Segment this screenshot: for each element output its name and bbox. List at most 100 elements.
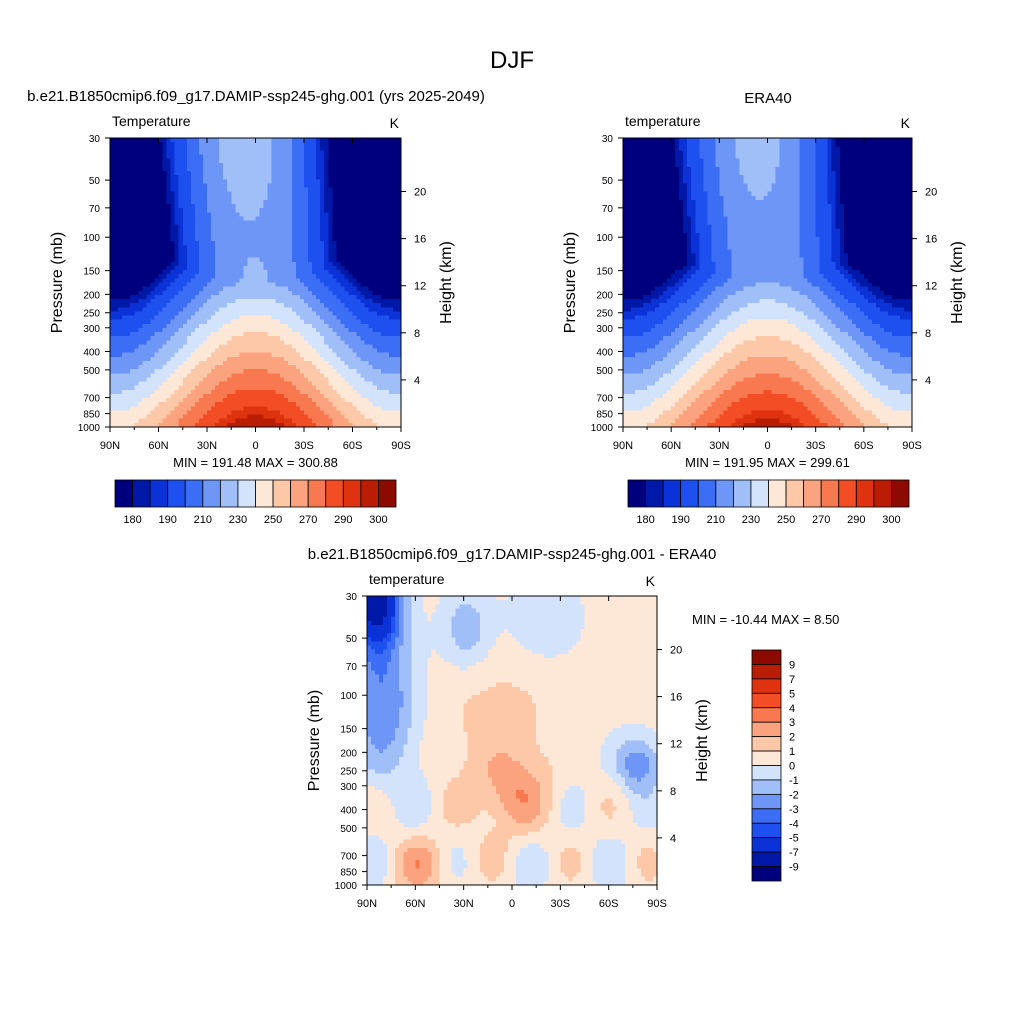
contour-cell bbox=[380, 199, 386, 205]
contour-cell bbox=[243, 166, 249, 172]
contour-cell bbox=[207, 286, 212, 292]
contour-cell bbox=[308, 327, 313, 333]
contour-cell bbox=[211, 166, 216, 172]
contour-cell bbox=[162, 146, 168, 151]
contour-cell bbox=[190, 199, 196, 205]
contour-cell bbox=[154, 332, 160, 337]
contour-cell bbox=[299, 365, 305, 370]
contour-cell bbox=[271, 208, 277, 213]
contour-cell bbox=[388, 257, 394, 263]
contour-cell bbox=[348, 393, 354, 399]
contour-cell bbox=[275, 332, 281, 337]
contour-cell bbox=[146, 166, 152, 172]
contour-cell bbox=[114, 278, 119, 284]
contour-cell bbox=[291, 352, 297, 358]
contour-cell bbox=[304, 356, 309, 362]
contour-cell bbox=[186, 332, 192, 337]
contour-cell bbox=[263, 377, 269, 383]
contour-cell bbox=[295, 150, 301, 156]
contour-cell bbox=[271, 179, 277, 185]
contour-cell bbox=[344, 414, 350, 420]
contour-cell bbox=[275, 179, 281, 185]
contour-cell bbox=[130, 340, 135, 346]
contour-cell bbox=[170, 381, 176, 387]
contour-cell bbox=[142, 241, 147, 246]
contour-cell bbox=[126, 179, 131, 185]
contour-cell bbox=[340, 327, 346, 333]
contour-cell bbox=[215, 212, 220, 218]
contour-cell bbox=[227, 274, 232, 279]
contour-cell bbox=[324, 166, 329, 172]
contour-cell bbox=[142, 216, 147, 222]
contour-cell bbox=[287, 373, 293, 379]
contour-cell bbox=[227, 369, 232, 374]
contour-cell bbox=[287, 323, 293, 329]
contour-cell bbox=[142, 232, 147, 238]
contour-cell bbox=[287, 385, 293, 391]
contour-cell bbox=[287, 389, 293, 395]
contour-cell bbox=[251, 187, 257, 193]
contour-cell bbox=[166, 282, 172, 288]
contour-cell bbox=[291, 303, 297, 308]
contour-cell bbox=[190, 294, 196, 300]
contour-cell bbox=[239, 344, 244, 350]
contour-cell bbox=[275, 241, 281, 246]
contour-cell bbox=[320, 278, 325, 284]
contour-cell bbox=[142, 183, 147, 189]
contour-cell bbox=[194, 158, 200, 164]
contour-cell bbox=[344, 360, 350, 366]
contour-cell bbox=[231, 340, 236, 346]
contour-cell bbox=[328, 220, 333, 226]
contour-cell bbox=[332, 183, 337, 189]
contour-cell bbox=[219, 327, 224, 333]
contour-cell bbox=[126, 138, 131, 143]
contour-cell bbox=[202, 344, 208, 350]
contour-cell bbox=[211, 311, 216, 317]
contour-cell bbox=[194, 323, 200, 329]
contour-cell bbox=[279, 150, 285, 156]
contour-cell bbox=[336, 348, 341, 354]
contour-cell bbox=[304, 402, 309, 407]
contour-cell bbox=[118, 150, 123, 156]
contour-cell bbox=[332, 290, 337, 296]
contour-cell bbox=[299, 265, 305, 271]
contour-cell bbox=[186, 257, 192, 263]
contour-cell bbox=[255, 142, 261, 147]
contour-cell bbox=[360, 393, 366, 399]
contour-cell bbox=[110, 319, 115, 325]
contour-cell bbox=[312, 402, 317, 407]
contour-cell bbox=[275, 224, 281, 230]
contour-cell bbox=[162, 332, 168, 337]
contour-cell bbox=[328, 299, 333, 304]
contour-cell bbox=[215, 414, 220, 420]
contour-cell bbox=[332, 373, 337, 379]
contour-cell bbox=[126, 237, 131, 242]
contour-cell bbox=[202, 245, 208, 251]
contour-cell bbox=[251, 418, 257, 424]
contour-cell bbox=[316, 138, 321, 143]
contour-cell bbox=[114, 261, 119, 267]
contour-cell bbox=[194, 199, 200, 205]
contour-cell bbox=[235, 253, 240, 259]
contour-cell bbox=[110, 220, 115, 226]
contour-cell bbox=[360, 274, 366, 279]
contour-cell bbox=[223, 323, 228, 329]
contour-cell bbox=[360, 146, 366, 151]
contour-cell bbox=[247, 377, 253, 383]
contour-cell bbox=[263, 294, 269, 300]
contour-cell bbox=[368, 278, 374, 284]
contour-cell bbox=[194, 365, 200, 370]
contour-cell bbox=[174, 232, 180, 238]
contour-cell bbox=[142, 365, 147, 370]
contour-cell bbox=[122, 241, 127, 246]
contour-cell bbox=[364, 340, 370, 346]
contour-cell bbox=[110, 402, 115, 407]
contour-cell bbox=[239, 241, 244, 246]
contour-cell bbox=[263, 418, 269, 424]
contour-cell bbox=[328, 183, 333, 189]
contour-cell bbox=[372, 352, 378, 358]
contour-cell bbox=[231, 232, 236, 238]
contour-cell bbox=[372, 175, 378, 180]
contour-cell bbox=[275, 245, 281, 251]
